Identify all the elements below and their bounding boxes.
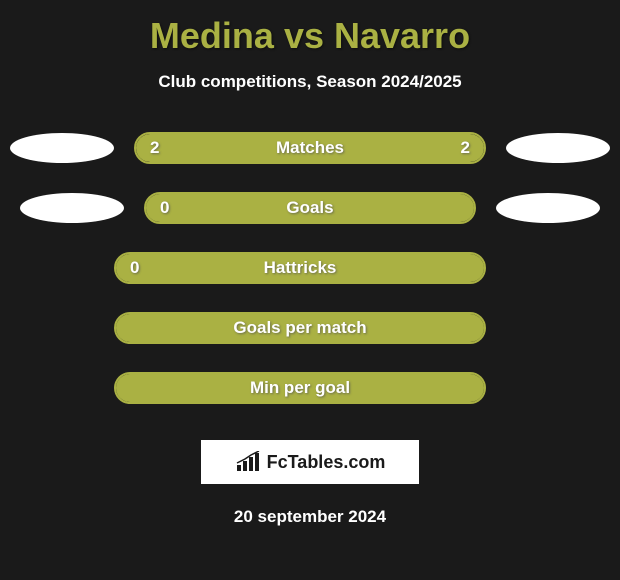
chart-icon <box>235 451 261 473</box>
stat-row-goals: 0 Goals <box>0 192 620 224</box>
stat-row-matches: 2 Matches 2 <box>0 132 620 164</box>
stat-bar-matches: 2 Matches 2 <box>134 132 486 164</box>
player-right-oval <box>506 133 610 163</box>
main-container: Medina vs Navarro Club competitions, Sea… <box>0 0 620 537</box>
stat-left-value: 2 <box>150 138 159 158</box>
stat-row-hattricks: 0 Hattricks <box>0 252 620 284</box>
stat-label: Min per goal <box>250 378 350 398</box>
logo-text: FcTables.com <box>267 452 386 473</box>
date-text: 20 september 2024 <box>234 507 386 527</box>
stat-row-min-per-goal: Min per goal <box>0 372 620 404</box>
player-right-oval <box>496 193 600 223</box>
stat-label: Matches <box>276 138 344 158</box>
stat-row-goals-per-match: Goals per match <box>0 312 620 344</box>
logo-box[interactable]: FcTables.com <box>201 440 419 484</box>
stat-bar-min-per-goal: Min per goal <box>114 372 486 404</box>
stat-bar-goals-per-match: Goals per match <box>114 312 486 344</box>
player-left-oval <box>20 193 124 223</box>
page-subtitle: Club competitions, Season 2024/2025 <box>158 72 461 92</box>
stat-bar-goals: 0 Goals <box>144 192 476 224</box>
logo-content: FcTables.com <box>235 451 386 473</box>
stat-label: Hattricks <box>264 258 337 278</box>
stat-label: Goals per match <box>233 318 366 338</box>
player-left-oval <box>10 133 114 163</box>
stat-left-value: 0 <box>130 258 139 278</box>
stat-right-value: 2 <box>461 138 470 158</box>
page-title: Medina vs Navarro <box>150 15 470 57</box>
stat-label: Goals <box>286 198 333 218</box>
stat-bar-hattricks: 0 Hattricks <box>114 252 486 284</box>
stat-left-value: 0 <box>160 198 169 218</box>
